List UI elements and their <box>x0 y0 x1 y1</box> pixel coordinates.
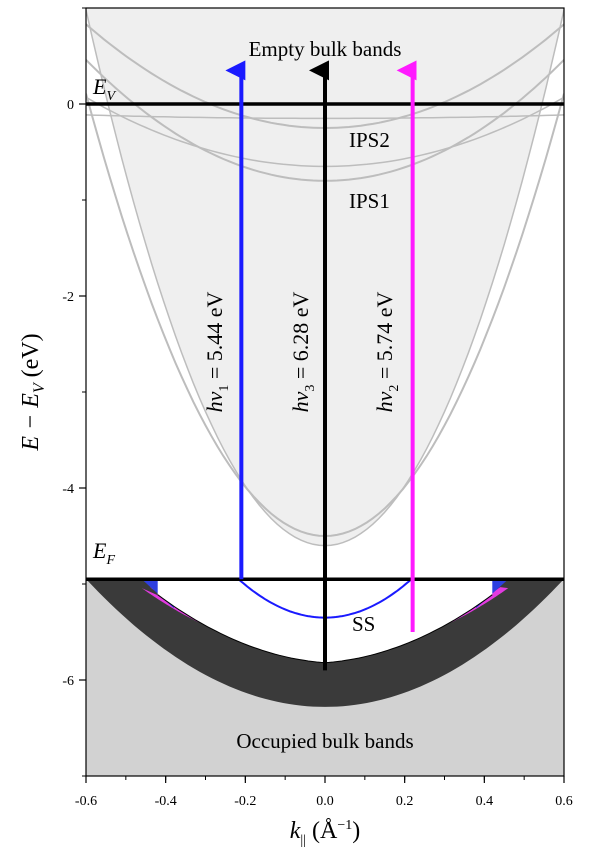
y-axis-ticks: 0 -2 -4 -6 <box>62 7 86 777</box>
ss-label: SS <box>352 612 375 636</box>
x-axis-title: k|| (Å−1) <box>290 818 361 848</box>
y-tick-label: 0 <box>67 98 74 113</box>
band-gap-region <box>86 9 564 580</box>
x-tick-label: -0.4 <box>155 794 177 809</box>
ips1-label: IPS1 <box>349 189 390 213</box>
y-tick-label: -2 <box>62 290 74 305</box>
ips2-label: IPS2 <box>349 128 390 152</box>
y-tick-label: -6 <box>62 674 74 689</box>
x-tick-label: -0.2 <box>234 794 256 809</box>
ev-label: EV <box>92 74 116 104</box>
plot-area <box>86 8 564 776</box>
empty-bulk-label: Empty bulk bands <box>249 37 402 61</box>
y-tick-label: -4 <box>62 482 74 497</box>
y-axis-title: E − EV (eV) <box>18 333 48 451</box>
occupied-bulk-label: Occupied bulk bands <box>236 729 413 753</box>
x-tick-label: 0.2 <box>396 794 414 809</box>
x-tick-label: 0.4 <box>476 794 494 809</box>
ef-label: EF <box>92 538 115 568</box>
x-tick-label: 0.0 <box>316 794 334 809</box>
x-tick-label: 0.6 <box>555 794 573 809</box>
hv3-label: hν3 = 6.28 eV <box>288 291 318 412</box>
x-tick-label: -0.6 <box>75 794 97 809</box>
x-axis-ticks: -0.6 -0.4 -0.2 0.0 0.2 0.4 0.6 <box>75 776 573 809</box>
hv2-label: hν2 = 5.74 eV <box>372 291 402 412</box>
magenta-region-right <box>364 587 509 653</box>
hv1-label: hν1 = 5.44 eV <box>202 291 232 412</box>
